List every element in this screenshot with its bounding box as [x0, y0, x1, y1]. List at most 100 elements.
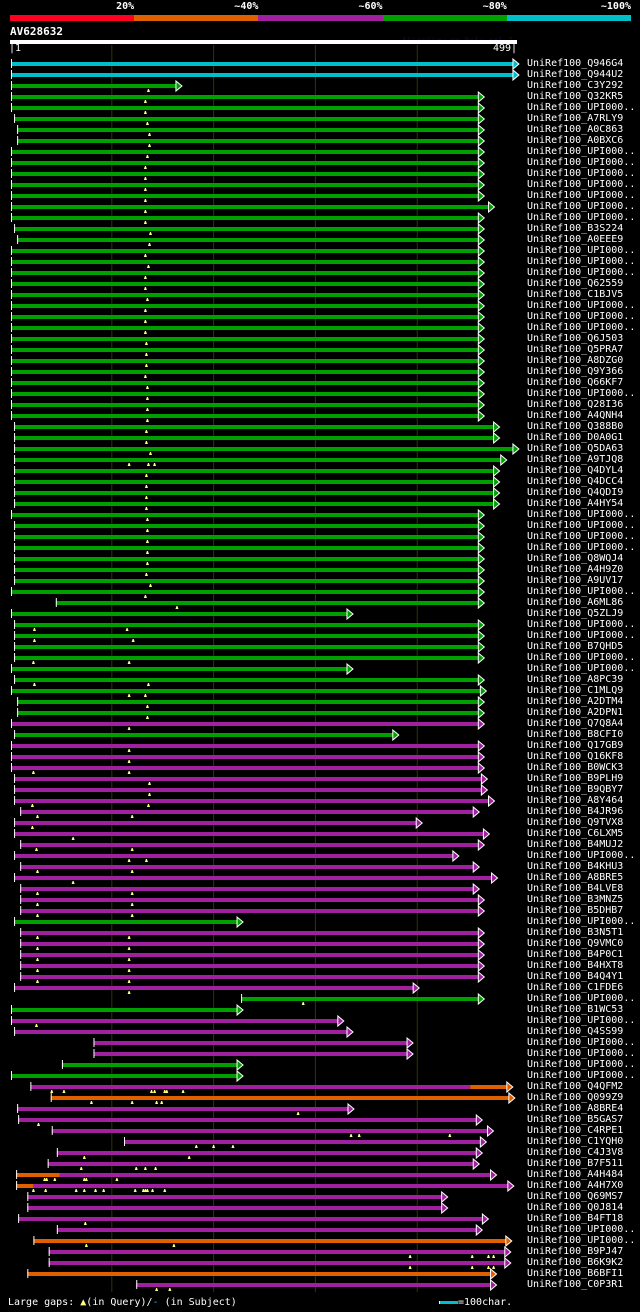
hit-label[interactable]: UniRef100_Q17GB9 [527, 740, 624, 751]
hit-label[interactable]: UniRef100_B1WC53 [527, 1004, 624, 1015]
hit-label[interactable]: UniRef100_Q5DA63 [527, 443, 624, 454]
hit-label[interactable]: UniRef100_UPI000.. [527, 311, 636, 322]
hit-label[interactable]: UniRef100_Q62559 [527, 278, 624, 289]
hit-label[interactable]: UniRef100_Q099Z9 [527, 1092, 624, 1103]
hit-label[interactable]: UniRef100_C6LXM5 [527, 828, 624, 839]
hit-label[interactable]: UniRef100_C4J3V8 [527, 1147, 624, 1158]
hit-label[interactable]: UniRef100_UPI000.. [527, 146, 636, 157]
hit-label[interactable]: UniRef100_UPI000.. [527, 520, 636, 531]
hit-label[interactable]: UniRef100_B3N5T1 [527, 927, 624, 938]
hit-label[interactable]: UniRef100_A8Y464 [527, 795, 624, 806]
hit-label[interactable]: UniRef100_Q7Q8A4 [527, 718, 624, 729]
hit-label[interactable]: UniRef100_Q6J503 [527, 333, 624, 344]
hit-label[interactable]: UniRef100_C1FDE6 [527, 982, 624, 993]
hit-label[interactable]: UniRef100_C3Y292 [527, 80, 624, 91]
hit-label[interactable]: UniRef100_B8CFI0 [527, 729, 624, 740]
hit-label[interactable]: UniRef100_UPI000.. [527, 509, 636, 520]
hit-label[interactable]: UniRef100_B6K9K2 [527, 1257, 624, 1268]
hit-label[interactable]: UniRef100_UPI000.. [527, 322, 636, 333]
hit-label[interactable]: UniRef100_UPI000.. [527, 619, 636, 630]
hit-label[interactable]: UniRef100_UPI000.. [527, 1037, 636, 1048]
hit-label[interactable]: UniRef100_Q66KF7 [527, 377, 624, 388]
hit-label[interactable]: UniRef100_UPI000.. [527, 245, 636, 256]
hit-label[interactable]: UniRef100_C1YQH0 [527, 1136, 624, 1147]
hit-label[interactable]: UniRef100_A0EEE9 [527, 234, 624, 245]
hit-label[interactable]: UniRef100_UPI000.. [527, 993, 636, 1004]
hit-label[interactable]: UniRef100_A2DTM4 [527, 696, 624, 707]
hit-label[interactable]: UniRef100_UPI000.. [527, 586, 636, 597]
hit-label[interactable]: UniRef100_A4H7X0 [527, 1180, 624, 1191]
hit-label[interactable]: UniRef100_A9TJQ8 [527, 454, 624, 465]
hit-label[interactable]: UniRef100_B3MNZ5 [527, 894, 624, 905]
hit-label[interactable]: UniRef100_B7F511 [527, 1158, 624, 1169]
hit-label[interactable]: UniRef100_A8PC39 [527, 674, 624, 685]
hit-label[interactable]: UniRef100_UPI000.. [527, 542, 636, 553]
hit-label[interactable]: UniRef100_B4MUJ2 [527, 839, 624, 850]
hit-label[interactable]: UniRef100_B5GAS7 [527, 1114, 624, 1125]
hit-label[interactable]: UniRef100_C4RPE1 [527, 1125, 624, 1136]
hit-label[interactable]: UniRef100_UPI000.. [527, 256, 636, 267]
hit-label[interactable]: UniRef100_B9QBY7 [527, 784, 624, 795]
hit-label[interactable]: UniRef100_Q8WQJ4 [527, 553, 624, 564]
hit-label[interactable]: UniRef100_Q9TVX8 [527, 817, 624, 828]
hit-label[interactable]: UniRef100_Q5ZLJ9 [527, 608, 624, 619]
hit-label[interactable]: UniRef100_UPI000.. [527, 663, 636, 674]
hit-label[interactable]: UniRef100_UPI000.. [527, 1235, 636, 1246]
hit-label[interactable]: UniRef100_A0C863 [527, 124, 624, 135]
hit-label[interactable]: UniRef100_B4HXT8 [527, 960, 624, 971]
hit-label[interactable]: UniRef100_A9UV17 [527, 575, 624, 586]
hit-label[interactable]: UniRef100_UPI000.. [527, 1224, 636, 1235]
hit-label[interactable]: UniRef100_Q4QDI9 [527, 487, 624, 498]
hit-label[interactable]: UniRef100_Q4QFM2 [527, 1081, 624, 1092]
hit-label[interactable]: UniRef100_B4FT18 [527, 1213, 624, 1224]
hit-label[interactable]: UniRef100_B4Q4Y1 [527, 971, 624, 982]
hit-label[interactable]: UniRef100_Q946G4 [527, 58, 624, 69]
hit-label[interactable]: UniRef100_UPI000.. [527, 300, 636, 311]
hit-label[interactable]: UniRef100_A0BXC6 [527, 135, 624, 146]
hit-label[interactable]: UniRef100_Q32KR5 [527, 91, 624, 102]
hit-label[interactable]: UniRef100_UPI000.. [527, 157, 636, 168]
hit-label[interactable]: UniRef100_C0P3R1 [527, 1279, 624, 1290]
hit-label[interactable]: UniRef100_UPI000.. [527, 1015, 636, 1026]
hit-label[interactable]: UniRef100_UPI000.. [527, 168, 636, 179]
hit-label[interactable]: UniRef100_B4P0C1 [527, 949, 624, 960]
hit-label[interactable]: UniRef100_B6BFI1 [527, 1268, 624, 1279]
hit-label[interactable]: UniRef100_D0A0G1 [527, 432, 624, 443]
hit-label[interactable]: UniRef100_A8BRE4 [527, 1103, 624, 1114]
hit-label[interactable]: UniRef100_Q944U2 [527, 69, 624, 80]
hit-label[interactable]: UniRef100_UPI000.. [527, 850, 636, 861]
hit-label[interactable]: UniRef100_UPI000.. [527, 652, 636, 663]
hit-label[interactable]: UniRef100_UPI000.. [527, 1059, 636, 1070]
hit-label[interactable]: UniRef100_UPI000.. [527, 1048, 636, 1059]
hit-label[interactable]: UniRef100_UPI000.. [527, 1070, 636, 1081]
hit-label[interactable]: UniRef100_Q0J814 [527, 1202, 624, 1213]
hit-label[interactable]: UniRef100_B7QHD5 [527, 641, 624, 652]
hit-label[interactable]: UniRef100_A6ML86 [527, 597, 624, 608]
hit-label[interactable]: UniRef100_B4KHU3 [527, 861, 624, 872]
hit-label[interactable]: UniRef100_UPI000.. [527, 212, 636, 223]
hit-label[interactable]: UniRef100_Q9Y366 [527, 366, 624, 377]
hit-label[interactable]: UniRef100_UPI000.. [527, 102, 636, 113]
hit-label[interactable]: UniRef100_A4H484 [527, 1169, 624, 1180]
hit-label[interactable]: UniRef100_UPI000.. [527, 630, 636, 641]
hit-label[interactable]: UniRef100_Q4DYL4 [527, 465, 624, 476]
hit-label[interactable]: UniRef100_UPI000.. [527, 916, 636, 927]
hit-label[interactable]: UniRef100_Q4SS99 [527, 1026, 624, 1037]
hit-label[interactable]: UniRef100_A8DZG0 [527, 355, 624, 366]
hit-label[interactable]: UniRef100_C1BJV5 [527, 289, 624, 300]
hit-label[interactable]: UniRef100_Q4DCC4 [527, 476, 624, 487]
hit-label[interactable]: UniRef100_UPI000.. [527, 179, 636, 190]
hit-label[interactable]: UniRef100_B9PJ47 [527, 1246, 624, 1257]
hit-label[interactable]: UniRef100_B3S224 [527, 223, 624, 234]
hit-label[interactable]: UniRef100_UPI000.. [527, 190, 636, 201]
hit-label[interactable]: UniRef100_UPI000.. [527, 201, 636, 212]
hit-label[interactable]: UniRef100_A4HY54 [527, 498, 624, 509]
hit-label[interactable]: UniRef100_Q5PRA7 [527, 344, 624, 355]
hit-label[interactable]: UniRef100_Q69MS7 [527, 1191, 624, 1202]
hit-label[interactable]: UniRef100_B4JR96 [527, 806, 624, 817]
hit-label[interactable]: UniRef100_UPI000.. [527, 267, 636, 278]
hit-label[interactable]: UniRef100_B0WCK3 [527, 762, 624, 773]
hit-label[interactable]: UniRef100_Q388B0 [527, 421, 624, 432]
hit-label[interactable]: UniRef100_A4QNH4 [527, 410, 624, 421]
hit-label[interactable]: UniRef100_B5DHB7 [527, 905, 624, 916]
